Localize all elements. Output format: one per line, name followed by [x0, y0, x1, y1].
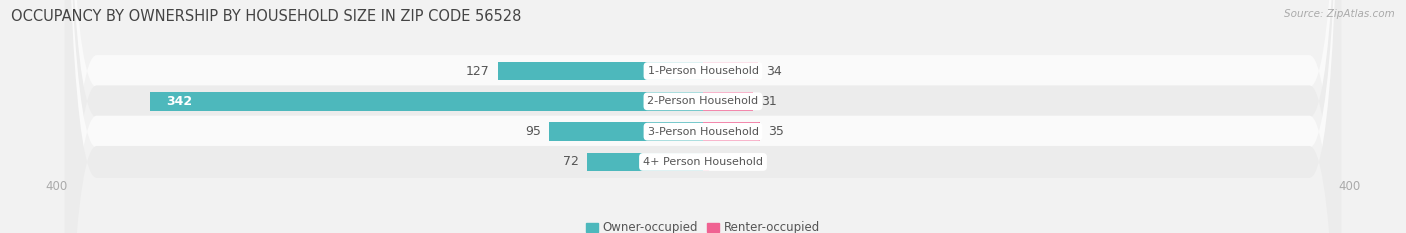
Bar — [150, 92, 703, 111]
FancyBboxPatch shape — [65, 0, 1341, 233]
Text: Source: ZipAtlas.com: Source: ZipAtlas.com — [1284, 9, 1395, 19]
Bar — [703, 62, 758, 80]
Text: 127: 127 — [465, 65, 489, 78]
Text: 4: 4 — [717, 155, 725, 168]
Text: 95: 95 — [526, 125, 541, 138]
Text: 3-Person Household: 3-Person Household — [648, 127, 758, 137]
FancyBboxPatch shape — [65, 0, 1341, 233]
Bar — [703, 122, 759, 141]
Text: OCCUPANCY BY OWNERSHIP BY HOUSEHOLD SIZE IN ZIP CODE 56528: OCCUPANCY BY OWNERSHIP BY HOUSEHOLD SIZE… — [11, 9, 522, 24]
Text: 2-Person Household: 2-Person Household — [647, 96, 759, 106]
Bar — [703, 153, 710, 171]
Bar — [550, 122, 703, 141]
Bar — [498, 62, 703, 80]
Text: 72: 72 — [562, 155, 578, 168]
FancyBboxPatch shape — [65, 0, 1341, 233]
Text: 342: 342 — [166, 95, 193, 108]
Bar — [586, 153, 703, 171]
Text: 31: 31 — [761, 95, 778, 108]
Text: 35: 35 — [768, 125, 783, 138]
Text: 1-Person Household: 1-Person Household — [648, 66, 758, 76]
Text: 34: 34 — [766, 65, 782, 78]
FancyBboxPatch shape — [65, 0, 1341, 233]
Legend: Owner-occupied, Renter-occupied: Owner-occupied, Renter-occupied — [586, 221, 820, 233]
Text: 4+ Person Household: 4+ Person Household — [643, 157, 763, 167]
Bar — [703, 92, 754, 111]
